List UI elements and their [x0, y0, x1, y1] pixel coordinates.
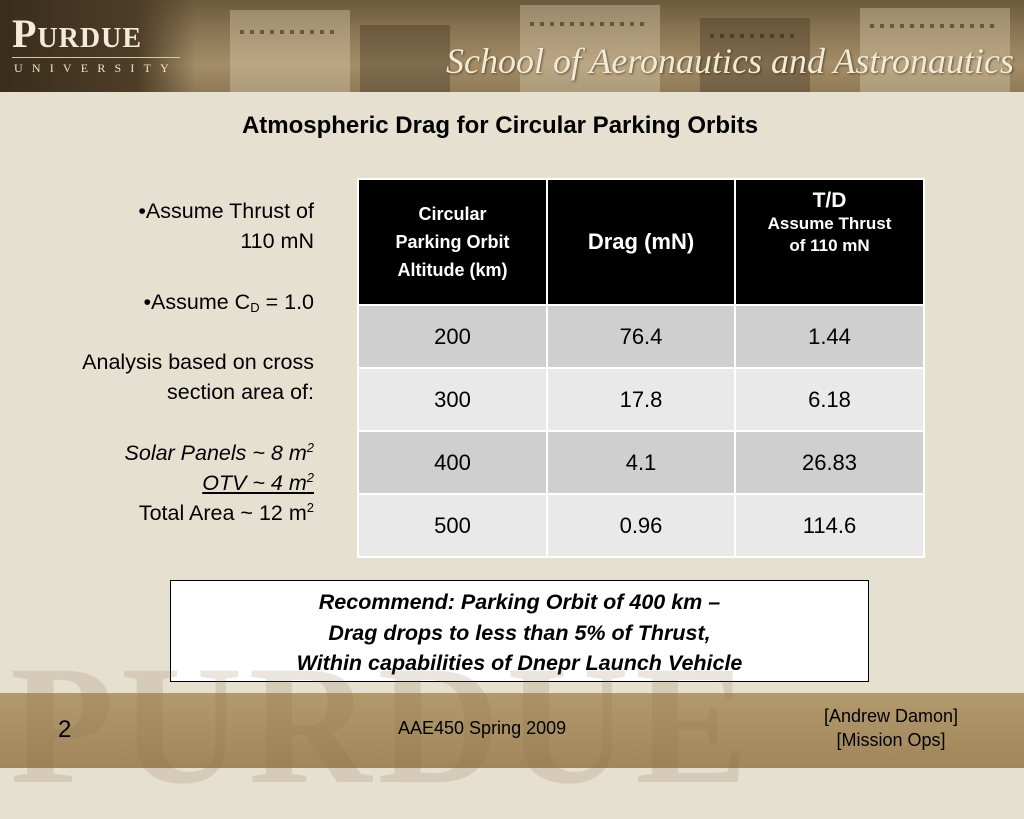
banner-building: [230, 10, 350, 92]
cell-td: 26.83: [734, 430, 925, 495]
page-number: 2: [58, 716, 72, 743]
banner-windows: [530, 22, 650, 26]
author-name: [Andrew Damon]: [823, 706, 959, 726]
recommendation-line1: Recommend: Parking Orbit of 400 km –: [318, 590, 721, 614]
cd-assumption: •Assume CD = 1.0: [143, 290, 314, 315]
cell-td: 6.18: [734, 367, 925, 432]
table-row: 400 4.1 26.83: [357, 430, 925, 495]
cell-drag: 4.1: [546, 430, 736, 495]
thrust-assumption-line2: 110 mN: [240, 229, 314, 253]
table-row: 300 17.8 6.18: [357, 367, 925, 432]
analysis-line1: Analysis based on cross: [82, 350, 314, 374]
header-td: T/D Assume Thrust of 110 mN: [734, 178, 925, 306]
assumptions-notes: •Assume Thrust of 110 mN •Assume CD = 1.…: [14, 196, 314, 528]
drag-table: Circular Parking Orbit Altitude (km) Dra…: [357, 178, 925, 558]
header-banner: Purdue UNIVERSITY School of Aeronautics …: [0, 0, 1024, 92]
otv-area: OTV ~ 4 m2: [202, 470, 314, 495]
school-title: School of Aeronautics and Astronautics: [446, 41, 1014, 81]
footer-band: [0, 693, 1024, 768]
purdue-logo: Purdue UNIVERSITY: [0, 0, 196, 92]
header-altitude: Circular Parking Orbit Altitude (km): [357, 178, 548, 306]
logo-rule: [12, 57, 180, 58]
banner-building: [520, 5, 660, 92]
recommendation-box: Recommend: Parking Orbit of 400 km – Dra…: [170, 580, 869, 682]
banner-windows: [710, 34, 800, 38]
table-row: 500 0.96 114.6: [357, 493, 925, 558]
cell-drag: 0.96: [546, 493, 736, 558]
banner-windows: [870, 24, 1000, 28]
banner-building: [700, 18, 810, 92]
banner-windows: [240, 30, 340, 34]
cell-drag: 76.4: [546, 304, 736, 369]
cell-altitude: 400: [357, 430, 548, 495]
course-label: AAE450 Spring 2009: [398, 718, 567, 738]
author-credit: [Andrew Damon] [Mission Ops]: [800, 704, 982, 752]
author-role: [Mission Ops]: [836, 730, 946, 750]
header-drag: Drag (mN): [546, 178, 736, 306]
cell-drag: 17.8: [546, 367, 736, 432]
banner-building: [860, 8, 1010, 92]
logo-wordmark: Purdue: [12, 11, 142, 56]
total-area: Total Area ~ 12 m2: [138, 500, 314, 525]
slide-title: Atmospheric Drag for Circular Parking Or…: [241, 112, 759, 139]
cell-td: 114.6: [734, 493, 925, 558]
cell-altitude: 300: [357, 367, 548, 432]
logo-subtitle: UNIVERSITY: [14, 61, 178, 75]
cell-altitude: 200: [357, 304, 548, 369]
thrust-assumption-line1: •Assume Thrust of: [138, 199, 314, 223]
banner-building: [360, 25, 450, 92]
recommendation-line2: Drag drops to less than 5% of Thrust,: [328, 620, 711, 645]
solar-panels-area: Solar Panels ~ 8 m2: [124, 440, 314, 465]
table-header-row: Circular Parking Orbit Altitude (km) Dra…: [357, 178, 925, 306]
cell-td: 1.44: [734, 304, 925, 369]
analysis-line2: section area of:: [166, 380, 314, 404]
table-row: 200 76.4 1.44: [357, 304, 925, 369]
recommendation-line3: Within capabilities of Dnepr Launch Vehi…: [296, 651, 743, 675]
cell-altitude: 500: [357, 493, 548, 558]
